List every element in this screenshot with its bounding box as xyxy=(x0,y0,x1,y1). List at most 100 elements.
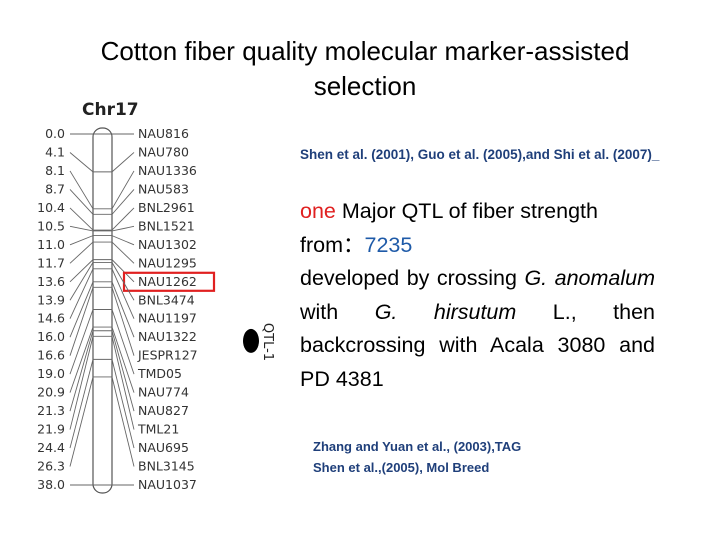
slide-title: Cotton fiber quality molecular marker-as… xyxy=(0,34,720,104)
marker-name: NAU1037 xyxy=(138,477,197,492)
marker-tick-left xyxy=(69,235,94,246)
marker-name: NAU1262 xyxy=(138,274,197,289)
marker-tick-left xyxy=(69,207,94,231)
species-1: G. anomalum xyxy=(524,266,655,290)
marker-tick-left xyxy=(69,330,94,412)
qtl-statement: one Major QTL of fiber strength xyxy=(300,195,655,229)
marker-tick-left xyxy=(69,359,94,449)
title-line-2: selection xyxy=(313,71,417,101)
from-label: from： xyxy=(300,232,365,257)
marker-name: TMD05 xyxy=(137,366,182,381)
source-line: from：7235 xyxy=(300,229,655,263)
marker-position: 21.3 xyxy=(37,403,65,418)
marker-tick-left xyxy=(69,287,94,356)
marker-tick-left xyxy=(69,262,94,301)
linkage-map: Chr17 0.0 NAU816 4.1 NAU780 8.1 NAU1336 8.7 NAU5… xyxy=(37,100,275,494)
marker-tick-left xyxy=(69,225,94,232)
marker-tick-right xyxy=(111,241,135,264)
marker-position: 16.6 xyxy=(37,348,65,363)
marker-position: 10.4 xyxy=(37,200,65,215)
marker-tick-left xyxy=(69,376,94,467)
marker-position: 4.1 xyxy=(45,144,65,159)
development-statement: developed by crossing G. anomalum with G… xyxy=(300,262,655,396)
marker-tick-right xyxy=(111,359,135,449)
qtl-marker xyxy=(243,328,259,353)
marker-tick-left xyxy=(69,170,94,210)
marker-tick-right xyxy=(111,189,135,215)
marker-tick-left xyxy=(69,152,94,173)
marker-name: NAU1197 xyxy=(138,311,197,326)
marker-tick-right xyxy=(111,235,135,246)
marker-name: BNL1521 xyxy=(138,218,195,233)
marker-position: 10.5 xyxy=(37,218,65,233)
species-2: G. hirsutum xyxy=(374,299,517,324)
marker-tick-right xyxy=(111,330,135,412)
marker-name: BNL3474 xyxy=(138,292,195,307)
marker-tick-right xyxy=(111,268,135,319)
marker-position: 8.7 xyxy=(45,181,65,196)
source-line-value: 7235 xyxy=(364,232,413,257)
marker-name: NAU827 xyxy=(138,403,189,418)
citation-bottom: Zhang and Yuan et al., (2003),TAG Shen e… xyxy=(313,436,613,478)
marker-position: 38.0 xyxy=(37,477,65,492)
marker-tick-left xyxy=(69,281,94,338)
marker-tick-left xyxy=(69,259,94,283)
marker-tick-right xyxy=(111,376,135,467)
marker-tick-right xyxy=(111,170,135,210)
marker-name: NAU774 xyxy=(138,385,189,400)
marker-tick-right xyxy=(111,207,135,231)
marker-position: 13.9 xyxy=(37,292,65,307)
marker-tick-right xyxy=(111,326,135,393)
marker-tick-right xyxy=(111,287,135,356)
qtl-count: one xyxy=(300,199,336,223)
dev-with: with xyxy=(300,299,375,324)
marker-tick-left xyxy=(69,326,94,393)
marker-position: 19.0 xyxy=(37,366,65,381)
marker-tick-left xyxy=(69,241,94,264)
marker-tick-left xyxy=(69,336,94,430)
marker-position: 8.1 xyxy=(45,163,65,178)
marker-name: NAU1336 xyxy=(138,163,197,178)
marker-name: JESPR127 xyxy=(137,348,198,363)
chromosome-label: Chr17 xyxy=(82,100,139,120)
marker-tick-left xyxy=(69,309,94,375)
marker-tick-right xyxy=(111,336,135,430)
chromosome-bar xyxy=(92,127,113,494)
title-line-1: Cotton fiber quality molecular marker-as… xyxy=(100,36,630,66)
marker-tick-right xyxy=(111,281,135,338)
marker-position: 16.0 xyxy=(37,329,65,344)
marker-position: 14.6 xyxy=(37,311,65,326)
marker-name: BNL3145 xyxy=(138,459,195,474)
marker-tick-left xyxy=(69,268,94,319)
qtl-text: Major QTL of fiber strength xyxy=(335,199,598,223)
marker-name: NAU1295 xyxy=(138,255,197,270)
marker-tick-right xyxy=(111,259,135,283)
marker-name: NAU780 xyxy=(138,144,189,159)
marker-position: 13.6 xyxy=(37,274,65,289)
dev-text-1: developed by crossing xyxy=(300,266,525,290)
marker-position: 26.3 xyxy=(37,459,65,474)
marker-name: NAU816 xyxy=(138,126,189,141)
description-text: one Major QTL of fiber strength from：723… xyxy=(300,195,655,396)
marker-name: NAU695 xyxy=(138,440,189,455)
qtl-label: QTL-1 xyxy=(260,323,275,361)
marker-position: 21.9 xyxy=(37,422,65,437)
marker-tick-right xyxy=(111,262,135,301)
marker-position: 24.4 xyxy=(37,440,65,455)
highlight-box xyxy=(122,271,216,292)
marker-tick-left xyxy=(69,189,94,215)
marker-position: 11.0 xyxy=(37,237,65,252)
marker-tick-right xyxy=(111,225,135,232)
citation-bottom-line-1: Zhang and Yuan et al., (2003),TAG xyxy=(313,439,522,454)
marker-name: BNL2961 xyxy=(138,200,195,215)
dev-rest: L., then backcrossing with Acala 3080 an… xyxy=(300,299,655,391)
citation-top: Shen et al. (2001), Guo et al. (2005),an… xyxy=(300,147,660,162)
citation-bottom-line-2: Shen et al.,(2005), Mol Breed xyxy=(313,460,490,475)
marker-name: NAU1322 xyxy=(138,329,197,344)
marker-name: TML21 xyxy=(137,422,179,437)
marker-position: 11.7 xyxy=(37,255,65,270)
marker-position: 20.9 xyxy=(37,385,65,400)
marker-name: NAU1302 xyxy=(138,237,197,252)
marker-position: 0.0 xyxy=(45,126,65,141)
marker-tick-right xyxy=(111,309,135,375)
